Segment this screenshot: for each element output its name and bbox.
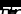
Bar: [10, 7, 11, 11]
Text: Figure 2: Figure 2: [0, 4, 21, 14]
Text: 47: 47: [0, 0, 20, 10]
Text: 52: 52: [0, 0, 21, 10]
Text: 89: 89: [0, 0, 21, 10]
Text: 61: 61: [0, 0, 21, 10]
Text: 19: 19: [0, 0, 18, 10]
Text: 52: 52: [0, 0, 21, 10]
Legend: DMSO, 0.2 uM PonA, 1.0 uM PonA, 10 uM PonA, 0.04 uM GSE, 0.2 uMGSE, 1.0 uM GSE, : DMSO, 0.2 uM PonA, 1.0 uM PonA, 10 uM Po…: [0, 9, 8, 14]
Text: 6: 6: [8, 0, 21, 10]
Text: 10: 10: [0, 0, 16, 10]
